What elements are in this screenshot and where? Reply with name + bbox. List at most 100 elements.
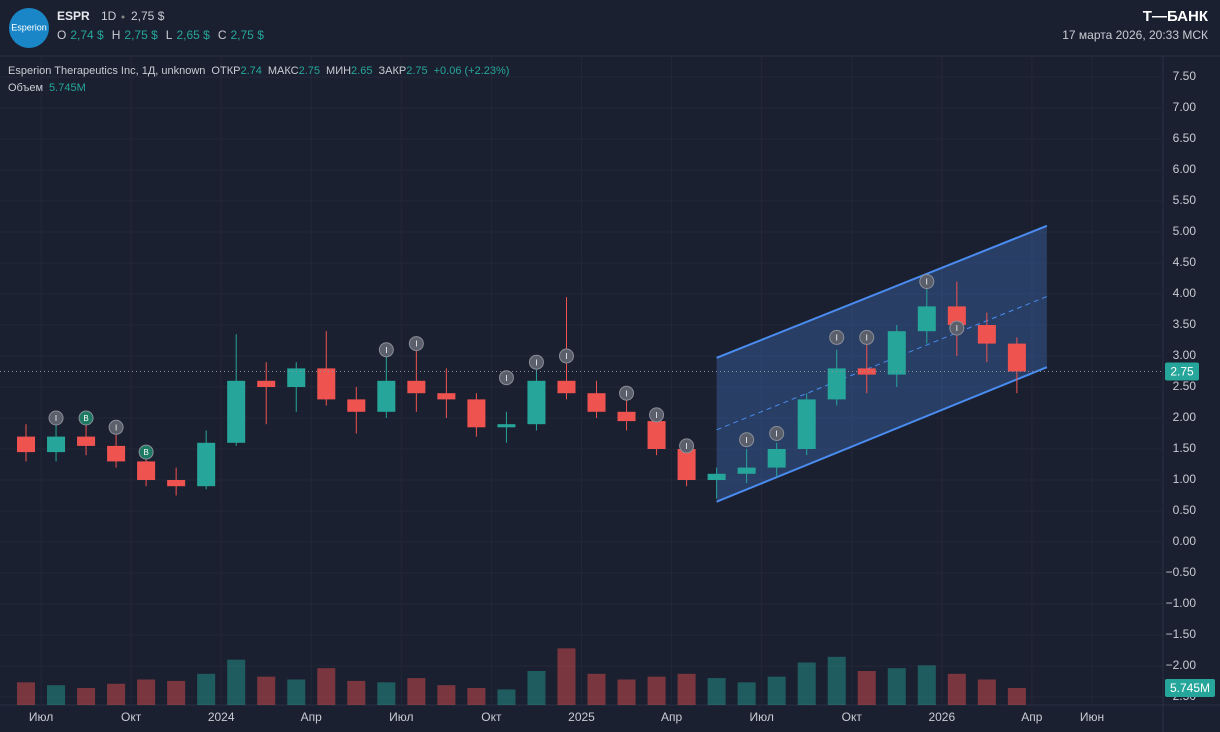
y-tick-label: −1.00 — [1166, 596, 1197, 610]
volume-bar — [887, 668, 906, 705]
legend-key: ОТКР — [211, 65, 240, 77]
volume-bar — [797, 662, 816, 705]
candle-body — [77, 436, 96, 446]
volume-pane — [17, 648, 1026, 705]
series-name: Esperion Therapeutics Inc, 1Д, unknown — [8, 65, 205, 77]
separator — [121, 15, 125, 19]
candle-body — [107, 445, 126, 462]
legend-value: 2.74 — [240, 65, 261, 77]
channel-upper — [716, 224, 1048, 359]
candle-body — [887, 331, 906, 375]
event-label: I — [385, 346, 387, 355]
volume-bar — [917, 665, 936, 705]
event-marker — [739, 432, 755, 448]
legend: Esperion Therapeutics Inc, 1Д, unknown ОТ… — [8, 65, 509, 94]
y-tick-label: 7.00 — [1173, 100, 1197, 114]
x-tick-label: 2025 — [568, 710, 595, 724]
event-label: I — [415, 340, 417, 349]
brand: Т—БАНК — [1143, 8, 1209, 25]
y-tick-label: 2.00 — [1173, 410, 1197, 424]
volume-value: 5.745M — [49, 82, 86, 94]
axis-labels: 7.50 7.00 6.50 6.00 5.50 5.00 4.50 4.00 3.50 3.00… — [0, 69, 1215, 724]
grid — [0, 56, 1163, 705]
candle-body — [557, 380, 576, 394]
event-label: B — [83, 414, 88, 423]
event-label: I — [505, 374, 507, 383]
candle-body — [917, 306, 936, 332]
y-tick-label: 6.00 — [1173, 162, 1197, 176]
interval: 1D — [101, 9, 117, 23]
candle-body — [677, 449, 696, 480]
candle-body — [617, 411, 636, 422]
candle-body — [197, 442, 216, 487]
last-price-label: 2.75 — [1170, 365, 1194, 379]
ticker: ESPR — [57, 9, 90, 23]
event-label: I — [655, 411, 657, 420]
x-tick-label: Апр — [661, 710, 683, 724]
volume-bar — [407, 678, 426, 705]
y-tick-label: 4.50 — [1173, 255, 1197, 269]
event-marker — [769, 426, 785, 441]
x-tick-label: Июл — [29, 710, 53, 724]
candle-body — [767, 449, 786, 468]
volume-bar — [617, 679, 636, 705]
event-label: I — [535, 358, 537, 367]
event-label: I — [866, 334, 868, 343]
event-label: I — [625, 389, 627, 398]
candle-body — [377, 380, 396, 412]
logo — [9, 8, 49, 48]
x-tick-label: 2024 — [208, 710, 235, 724]
ohlc-value: 2,75 $ — [124, 28, 158, 42]
event-label: B — [143, 448, 148, 457]
event-marker — [108, 419, 124, 435]
candle-body — [137, 461, 156, 480]
candle-body — [647, 421, 666, 449]
candle-body — [977, 325, 996, 344]
candles — [17, 281, 1026, 499]
y-tick-label: −2.00 — [1166, 658, 1197, 672]
volume-bar — [347, 680, 366, 705]
volume-bar — [947, 673, 966, 705]
events: I B I B I I I I I I I I I I I I I I — [48, 274, 965, 460]
volume-bar — [647, 676, 666, 705]
legend-key: ЗАКР — [378, 65, 406, 77]
volume-bar — [77, 688, 96, 705]
event-marker — [48, 410, 64, 426]
logo-text: Esperion — [11, 22, 47, 32]
event-marker — [408, 336, 424, 352]
last-price-box — [1165, 362, 1199, 381]
ohlc-value: 2,65 $ — [176, 28, 210, 42]
volume-label: Объем — [8, 82, 43, 94]
volume-bar — [527, 671, 546, 705]
volume-bar — [107, 683, 126, 705]
x-tick-label: Июн — [1080, 710, 1104, 724]
volume-bar — [857, 671, 876, 705]
y-tick-label: 7.50 — [1173, 69, 1197, 83]
ohlc: O 2,74 $ H 2,75 $ L 2,65 $ C 2,75 $ — [57, 28, 264, 42]
legend-key: МИН — [326, 65, 351, 77]
y-tick-label: 3.00 — [1173, 348, 1197, 362]
channel-lower — [716, 366, 1048, 503]
x-tick-label: Июл — [389, 710, 413, 724]
x-tick-label: Окт — [121, 710, 142, 724]
x-tick-label: Июл — [749, 710, 773, 724]
event-marker — [649, 407, 665, 423]
y-tick-label: 5.50 — [1173, 193, 1197, 207]
price: 2,75 $ — [131, 9, 165, 23]
y-tick-label: 2.50 — [1173, 379, 1197, 393]
volume-bar — [587, 673, 606, 705]
y-tick-label: 3.50 — [1173, 317, 1197, 331]
event-label: I — [685, 442, 687, 451]
volume-bar — [827, 656, 846, 705]
y-tick-label: 1.50 — [1173, 441, 1197, 455]
candle-body — [827, 368, 846, 400]
y-tick-label: −0.50 — [1166, 565, 1197, 579]
x-tick-label: Апр — [301, 710, 323, 724]
x-tick-label: Апр — [1021, 710, 1043, 724]
ohlc-value: 2,75 $ — [231, 28, 265, 42]
volume-bar — [287, 679, 306, 705]
volume-bar — [137, 679, 156, 705]
candle-body — [347, 399, 366, 412]
candle-body — [407, 380, 426, 394]
volume-bar — [17, 682, 36, 705]
